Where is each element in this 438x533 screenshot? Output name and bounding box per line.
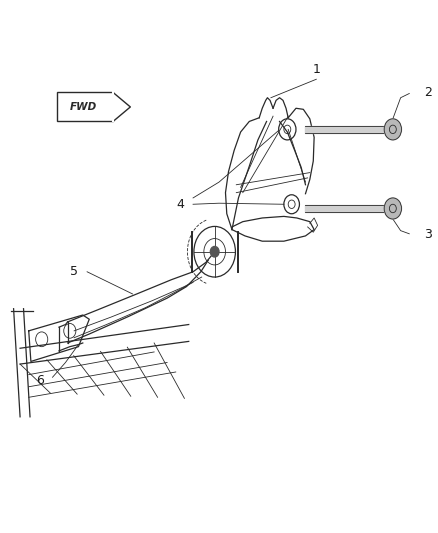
Circle shape xyxy=(384,198,402,219)
Text: 6: 6 xyxy=(36,375,44,387)
Text: 3: 3 xyxy=(424,228,432,241)
Text: 1: 1 xyxy=(312,62,320,76)
Text: 5: 5 xyxy=(71,265,78,278)
Circle shape xyxy=(384,119,402,140)
FancyBboxPatch shape xyxy=(57,92,113,122)
Text: FWD: FWD xyxy=(70,102,97,112)
Polygon shape xyxy=(113,92,131,122)
Text: 2: 2 xyxy=(424,86,432,99)
Text: 4: 4 xyxy=(177,198,184,211)
Circle shape xyxy=(210,246,219,257)
